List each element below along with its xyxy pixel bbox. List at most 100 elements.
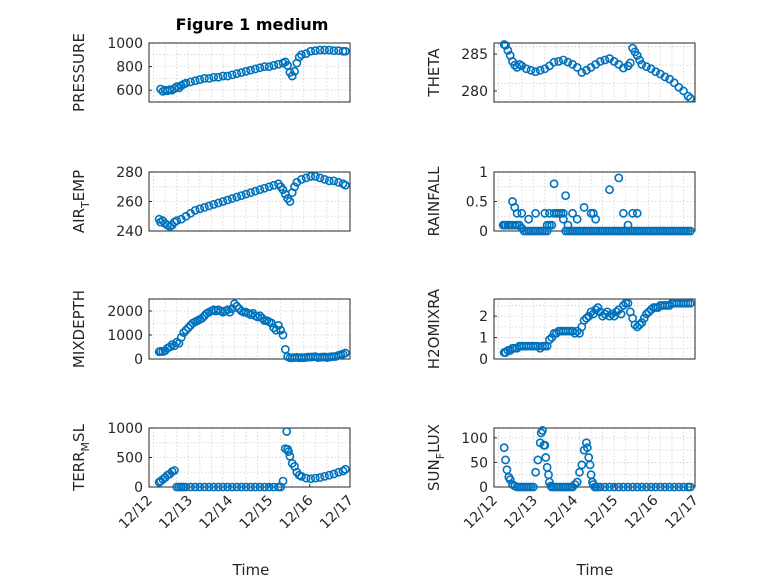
data-point	[501, 40, 510, 50]
data-point	[276, 325, 286, 335]
data-point	[278, 476, 288, 486]
data-point	[618, 63, 628, 73]
data-point	[255, 185, 265, 195]
xtick-label: 12/13	[501, 493, 541, 533]
data-point	[183, 323, 193, 333]
data-point	[227, 482, 237, 492]
data-point	[579, 316, 589, 325]
ytick-label: 1000	[107, 328, 143, 344]
data-point	[639, 313, 649, 323]
data-point	[218, 482, 228, 492]
data-point	[646, 482, 656, 492]
data-point	[521, 64, 531, 74]
data-point	[204, 482, 214, 492]
data-point	[540, 440, 550, 450]
data-point	[665, 482, 674, 492]
data-point	[260, 62, 269, 71]
ytick-label: 1000	[107, 36, 143, 52]
data-point	[227, 70, 237, 80]
data-point	[170, 466, 179, 475]
data-point	[563, 57, 573, 67]
data-point	[642, 309, 651, 319]
data-point	[575, 467, 584, 477]
xtick-label: 12/15	[237, 493, 277, 533]
data-point	[260, 482, 269, 492]
data-point	[213, 72, 223, 82]
data-point	[250, 482, 260, 492]
ytick-label: 240	[116, 224, 143, 240]
data-point	[320, 174, 329, 184]
data-point	[503, 45, 513, 55]
data-point	[324, 176, 334, 186]
data-point	[655, 482, 665, 492]
data-point	[623, 220, 633, 230]
data-point	[632, 482, 642, 492]
data-point	[250, 64, 260, 74]
data-point	[204, 201, 214, 211]
data-point	[218, 71, 228, 81]
ylabel: THETA	[425, 48, 443, 98]
data-point	[255, 482, 265, 492]
data-point	[204, 74, 214, 83]
subplot-theta: 280 285 THETA	[425, 40, 696, 103]
ylabel: RAINFALL	[425, 166, 443, 237]
data-point	[679, 86, 688, 96]
data-point	[623, 298, 633, 308]
data-point	[547, 333, 557, 342]
data-point	[600, 55, 610, 65]
data-point	[618, 482, 628, 492]
axes-frame	[148, 298, 351, 360]
data-point	[685, 482, 695, 492]
data-point	[237, 191, 246, 200]
data-point	[526, 65, 536, 75]
data-point	[570, 480, 580, 489]
data-point	[181, 325, 191, 335]
ylabel: AIRTEMP	[70, 170, 92, 233]
data-point	[582, 313, 591, 323]
data-point	[209, 72, 219, 82]
data-point	[582, 443, 592, 453]
data-point	[237, 482, 246, 492]
subplot-mixdepth: 0 1000 2000 MIXDEPTH	[70, 290, 351, 368]
data-point	[278, 330, 288, 340]
data-point	[186, 77, 195, 87]
data-point	[572, 214, 582, 224]
data-point	[614, 173, 624, 183]
data-point	[246, 188, 256, 198]
data-point	[232, 301, 242, 311]
ylabel: TERRMSL	[70, 423, 92, 492]
data-point	[625, 58, 635, 68]
data-point	[595, 482, 605, 492]
data-point	[190, 76, 200, 86]
data-point	[324, 45, 334, 55]
data-point	[535, 65, 545, 75]
xtick-label: 12/14	[196, 492, 236, 532]
data-point	[669, 482, 679, 492]
data-point	[338, 466, 348, 476]
axes-frame	[493, 298, 696, 360]
data-point	[637, 482, 647, 492]
data-point	[600, 482, 610, 492]
data-point	[660, 72, 670, 82]
data-point	[209, 482, 219, 492]
data-point	[635, 320, 644, 330]
ytick-label: 600	[116, 83, 143, 99]
data-point	[165, 342, 175, 352]
data-point	[502, 465, 512, 475]
data-point	[577, 68, 587, 77]
data-point	[605, 311, 614, 321]
data-point	[218, 197, 228, 206]
data-point	[637, 59, 647, 69]
data-point	[505, 475, 515, 485]
data-point	[568, 482, 577, 492]
data-point	[255, 63, 265, 73]
data-point	[577, 460, 587, 470]
data-point	[501, 348, 510, 357]
ytick-label: 2000	[107, 304, 143, 320]
data-point	[685, 298, 695, 308]
data-point	[614, 482, 624, 492]
data-point	[644, 307, 654, 317]
data-point	[260, 183, 269, 193]
data-point	[223, 71, 232, 81]
data-point	[329, 176, 339, 186]
